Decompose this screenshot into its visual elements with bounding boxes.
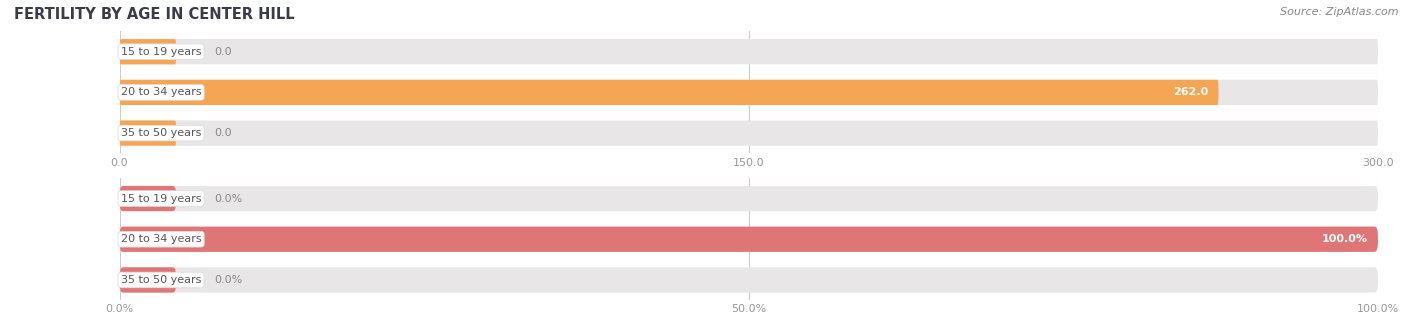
Text: 0.0: 0.0 (214, 47, 232, 57)
Text: 262.0: 262.0 (1173, 87, 1208, 97)
FancyBboxPatch shape (120, 39, 1378, 64)
FancyBboxPatch shape (120, 120, 1378, 146)
Text: 20 to 34 years: 20 to 34 years (121, 234, 201, 244)
Text: 15 to 19 years: 15 to 19 years (121, 47, 201, 57)
Text: 0.0%: 0.0% (214, 275, 242, 285)
Text: 35 to 50 years: 35 to 50 years (121, 128, 201, 138)
FancyBboxPatch shape (120, 267, 1378, 293)
FancyBboxPatch shape (120, 80, 1378, 105)
FancyBboxPatch shape (120, 186, 1378, 211)
FancyBboxPatch shape (120, 80, 1219, 105)
Text: 100.0%: 100.0% (1322, 234, 1368, 244)
Text: 15 to 19 years: 15 to 19 years (121, 194, 201, 204)
FancyBboxPatch shape (120, 39, 176, 64)
Text: 0.0%: 0.0% (214, 194, 242, 204)
Text: 35 to 50 years: 35 to 50 years (121, 275, 201, 285)
Text: Source: ZipAtlas.com: Source: ZipAtlas.com (1281, 7, 1399, 16)
Text: 20 to 34 years: 20 to 34 years (121, 87, 201, 97)
Text: FERTILITY BY AGE IN CENTER HILL: FERTILITY BY AGE IN CENTER HILL (14, 7, 295, 21)
FancyBboxPatch shape (120, 227, 1378, 252)
FancyBboxPatch shape (120, 120, 176, 146)
FancyBboxPatch shape (120, 227, 1378, 252)
Text: 0.0: 0.0 (214, 128, 232, 138)
FancyBboxPatch shape (120, 267, 176, 293)
FancyBboxPatch shape (120, 186, 176, 211)
